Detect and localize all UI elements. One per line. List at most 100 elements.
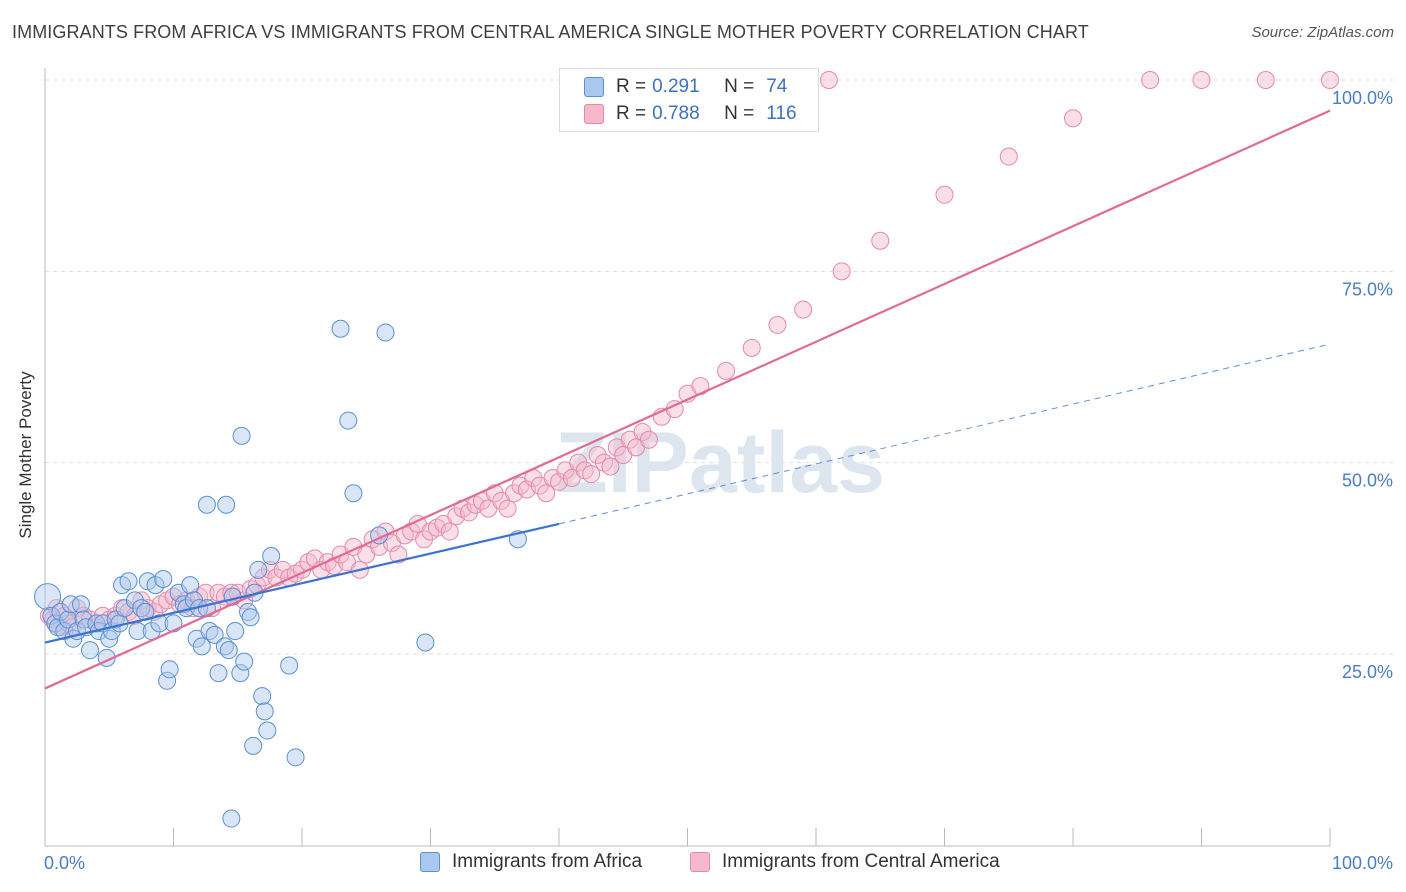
africa-point-62 — [262, 547, 281, 566]
africa-point-53 — [231, 664, 250, 683]
legend-item-africa[interactable]: Immigrants from Africa — [420, 851, 642, 873]
africa-point-58 — [249, 560, 268, 579]
africa-point-25 — [125, 591, 144, 610]
ca-point-85 — [569, 453, 588, 472]
ca-point-101 — [717, 361, 736, 380]
ca-point-104 — [794, 300, 813, 319]
ca-point-114 — [819, 71, 838, 89]
africa-point-67 — [232, 426, 251, 445]
africa-point-24 — [119, 572, 138, 591]
africa-point-60 — [255, 702, 274, 721]
africa-point-75 — [222, 809, 241, 828]
africa-point-32 — [150, 614, 169, 633]
chart-title: IMMIGRANTS FROM AFRICA VS IMMIGRANTS FRO… — [12, 22, 1089, 42]
y-tick-label-75: 75.0% — [1342, 279, 1393, 299]
ca-n-label: N = — [724, 103, 755, 124]
africa-point-40 — [181, 576, 200, 595]
ca-point-80 — [537, 484, 556, 503]
africa-point-76 — [244, 736, 263, 755]
africa-point-0 — [34, 583, 62, 611]
africa-r-value: 0.291 — [652, 76, 700, 97]
africa-point-5 — [55, 622, 74, 641]
africa-n-label: N = — [724, 76, 755, 97]
africa-point-54 — [235, 652, 254, 671]
ca-point-107 — [935, 185, 954, 204]
source-label: Source: ZipAtlas.com — [1251, 24, 1394, 41]
africa-swatch — [584, 77, 604, 97]
ca-point-113 — [1321, 71, 1339, 89]
africa-point-50 — [219, 641, 238, 660]
x-tick-label-min: 0.0% — [44, 853, 85, 873]
legend-africa-swatch — [420, 852, 440, 872]
ca-r-value: 0.788 — [652, 103, 700, 124]
africa-point-70 — [344, 484, 363, 503]
africa-r-label: R = — [616, 76, 647, 97]
africa-point-34 — [158, 671, 177, 690]
ca-point-88 — [588, 446, 607, 465]
axes — [44, 68, 1331, 847]
africa-point-48 — [209, 664, 228, 683]
legend-ca-label: Immigrants from Central America — [722, 851, 1000, 872]
ca-point-57 — [389, 545, 408, 564]
series-legend: Immigrants from Africa Immigrants from C… — [0, 851, 1406, 877]
trendlines — [44, 109, 1331, 690]
stats-legend-row-central-america: R = 0.788 N = 116 — [584, 102, 797, 126]
watermark: ZIPatlas — [555, 415, 885, 511]
africa-point-7 — [61, 595, 80, 614]
ca-point-96 — [639, 430, 658, 449]
y-tick-label-50: 50.0% — [1342, 471, 1393, 491]
africa-point-73 — [416, 633, 435, 652]
ca-point-17 — [132, 591, 151, 610]
series-central-america-points — [39, 71, 1339, 637]
y-tick-label-100: 100.0% — [1332, 88, 1393, 108]
ca-point-105 — [832, 262, 851, 281]
africa-point-59 — [253, 687, 272, 706]
ca-point-61 — [415, 530, 434, 549]
africa-point-64 — [280, 656, 299, 675]
africa-point-33 — [154, 569, 173, 588]
ca-point-103 — [768, 315, 787, 334]
trendline-africa — [44, 522, 560, 644]
africa-n-value: 74 — [766, 76, 788, 97]
africa-point-35 — [160, 660, 179, 679]
ca-point-111 — [1192, 71, 1211, 89]
africa-point-47 — [205, 625, 224, 644]
africa-point-26 — [128, 622, 147, 641]
africa-point-56 — [241, 608, 260, 627]
ca-n-value: 116 — [766, 103, 797, 124]
ca-point-112 — [1256, 71, 1275, 89]
ca-point-65 — [440, 522, 459, 541]
africa-point-10 — [71, 595, 90, 614]
stats-legend: R = 0.291 N = 74 R = 0.788 N = 116 — [559, 68, 819, 132]
ca-r-label: R = — [616, 103, 647, 124]
x-tick-label-max: 100.0% — [1332, 853, 1393, 873]
africa-point-55 — [239, 602, 258, 621]
africa-point-69 — [339, 411, 358, 430]
africa-point-63 — [286, 748, 305, 767]
legend-africa-label: Immigrants from Africa — [452, 851, 643, 872]
africa-point-72 — [376, 323, 395, 342]
legend-item-central-america[interactable]: Immigrants from Central America — [690, 851, 1000, 873]
africa-point-52 — [226, 622, 245, 641]
trendline-central-america — [44, 109, 1331, 690]
ca-point-108 — [999, 147, 1018, 166]
ca-point-106 — [871, 231, 890, 250]
ca-point-74 — [498, 499, 517, 518]
legend-ca-swatch — [690, 852, 710, 872]
ca-point-90 — [601, 457, 620, 476]
ca-point-68 — [460, 503, 479, 522]
y-tick-label-25: 25.0% — [1342, 662, 1393, 682]
ca-point-109 — [1064, 109, 1082, 128]
africa-point-4 — [51, 602, 70, 621]
africa-point-61 — [258, 721, 277, 740]
ca-point-102 — [742, 338, 761, 357]
stats-legend-row-africa: R = 0.291 N = 74 — [584, 75, 787, 99]
africa-point-36 — [164, 614, 183, 633]
ca-point-110 — [1141, 71, 1160, 89]
africa-point-65 — [197, 495, 216, 514]
africa-point-68 — [331, 319, 350, 338]
ca-point-95 — [633, 423, 652, 442]
africa-point-66 — [217, 495, 236, 514]
africa-point-13 — [80, 641, 99, 660]
